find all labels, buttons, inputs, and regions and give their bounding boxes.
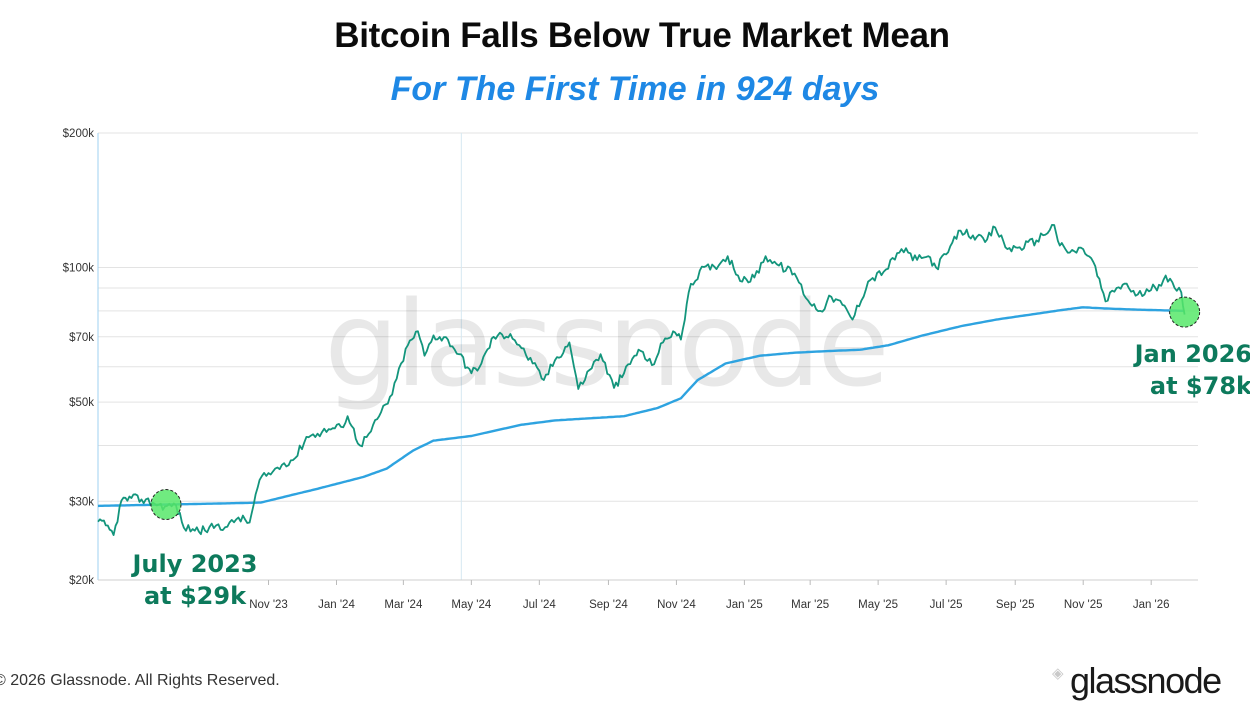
x-tick-label: Jul '25: [930, 599, 963, 611]
y-tick-label: $200k: [63, 128, 95, 140]
x-tick-label: May '25: [858, 599, 898, 611]
y-tick-label: $30k: [69, 496, 94, 508]
x-tick-label: Sep '24: [589, 599, 628, 611]
series-layer: [97, 224, 1186, 536]
faded-logo-icon: ◈: [1052, 665, 1064, 682]
x-tick-label: May '24: [451, 599, 492, 611]
annotation-left-line1: July 2023: [132, 550, 258, 578]
grid-layer: [98, 132, 1198, 581]
annotation-jan-2026: Jan 2026 at $78k: [1128, 338, 1250, 402]
x-tick-label: Jan '25: [726, 599, 763, 611]
y-tick-label: $70k: [69, 332, 94, 344]
annotation-left-line2: at $29k: [143, 582, 247, 610]
y-tick-label: $20k: [69, 575, 94, 587]
axis-layer: $200k $100k $70k $50k $30k $20k Nov '23 Jan '24…: [63, 128, 1198, 611]
x-tick-label: Nov '23: [249, 599, 288, 611]
x-tick-label: Nov '24: [657, 599, 696, 611]
annotation-right-line1: Jan 2026: [1134, 340, 1250, 368]
x-tick-label: Jul '24: [523, 599, 556, 611]
copyright-footer: © 2026 Glassnode. All Rights Reserved.: [0, 672, 280, 689]
y-tick-label: $100k: [63, 263, 95, 275]
annotation-right-line2: at $78k: [1149, 372, 1250, 400]
highlight-circle-jan-2026: [1169, 296, 1201, 328]
x-tick-label: Sep '25: [996, 599, 1035, 611]
y-tick-label: $50k: [69, 397, 94, 409]
x-tick-label: Jan '24: [318, 599, 355, 611]
price-line: [97, 224, 1186, 536]
chart-subtitle: For The First Time in 924 days: [390, 70, 880, 108]
x-tick-label: Mar '25: [791, 599, 829, 611]
x-tick-label: Mar '24: [384, 599, 423, 611]
chart-title: Bitcoin Falls Below True Market Mean: [334, 16, 950, 55]
x-tick-label: Nov '25: [1064, 599, 1103, 611]
glassnode-logo: glassnode: [1070, 660, 1222, 701]
true-market-mean-line: [97, 306, 1185, 508]
watermark-text: glassnode: [324, 275, 885, 413]
x-tick-label: Jan '26: [1133, 599, 1170, 611]
annotation-july-2023: July 2023 at $29k: [120, 548, 270, 612]
highlight-circle-july-2023: [150, 489, 182, 521]
highlight-layer: [150, 296, 1201, 521]
